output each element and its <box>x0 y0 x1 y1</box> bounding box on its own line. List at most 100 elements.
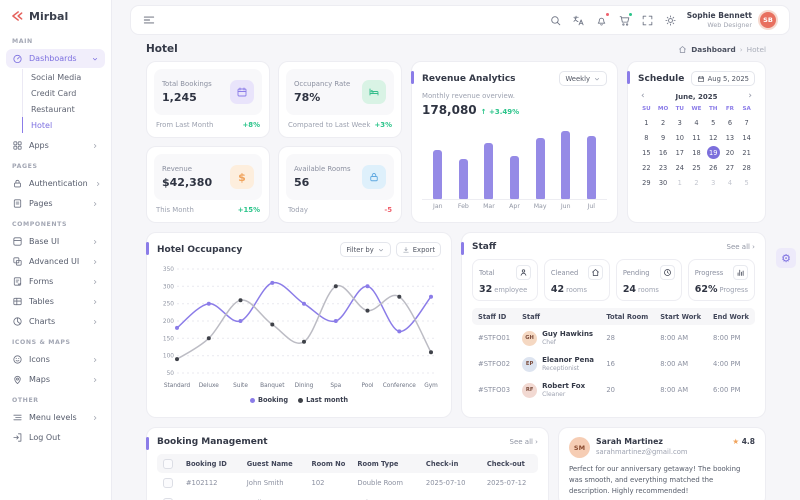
settings-gear-button[interactable]: ⚙ <box>776 248 796 268</box>
select-all-checkbox[interactable] <box>163 458 173 469</box>
export-icon <box>402 246 410 254</box>
calendar-day-25[interactable]: 25 <box>692 163 701 172</box>
calendar-day-11[interactable]: 11 <box>692 133 701 142</box>
sidebar-item-charts[interactable]: Charts <box>6 312 105 331</box>
sidebar-subitem-social-media[interactable]: Social Media <box>22 69 105 85</box>
notification-bell-icon[interactable] <box>595 11 610 27</box>
sidebar-item-forms[interactable]: Forms <box>6 272 105 291</box>
sidebar-item-menu-levels[interactable]: Menu levels <box>6 408 105 427</box>
brand-logo[interactable]: Mirbal <box>0 7 111 31</box>
sidebar-item-pages[interactable]: Pages <box>6 194 105 213</box>
calendar-day-10[interactable]: 10 <box>675 133 684 142</box>
legend-item-last-month[interactable]: Last month <box>298 396 348 404</box>
calendar-day-next-4[interactable]: 4 <box>727 178 733 187</box>
row-checkbox[interactable] <box>163 498 173 500</box>
calendar-day-12[interactable]: 12 <box>709 133 718 142</box>
calendar-day-24[interactable]: 24 <box>675 163 684 172</box>
calendar-day-26[interactable]: 26 <box>709 163 718 172</box>
sidebar-item-base-ui[interactable]: Base UI <box>6 232 105 251</box>
booking-table-row[interactable]: #102113Emily Carter205Suite2025-07-11202… <box>157 493 538 500</box>
booking-see-all-link[interactable]: See all › <box>509 438 539 446</box>
booking-id-cell: #102112 <box>185 479 218 487</box>
legend-item-booking[interactable]: Booking <box>249 396 288 404</box>
chevron-right-icon <box>91 278 99 286</box>
calendar-day-18[interactable]: 18 <box>692 148 701 157</box>
cart-icon[interactable] <box>618 11 633 27</box>
row-checkbox-cell <box>157 493 180 500</box>
stat-card-occupancy-rate[interactable]: Occupancy Rate 78% Compared to Last Week +3… <box>278 61 402 138</box>
calendar-day-28[interactable]: 28 <box>742 163 751 172</box>
calendar-day-3[interactable]: 3 <box>677 118 682 127</box>
filter-by-dropdown[interactable]: Filter by <box>340 242 391 257</box>
calendar-day-27[interactable]: 27 <box>725 163 735 172</box>
calendar-day-13[interactable]: 13 <box>725 133 735 142</box>
sidebar-item-apps[interactable]: Apps <box>6 136 105 155</box>
sidebar-subitem-hotel[interactable]: Hotel <box>22 117 105 133</box>
calendar-next-button[interactable]: › <box>748 91 752 101</box>
calendar-day-23[interactable]: 23 <box>658 163 668 172</box>
calendar-day-22[interactable]: 22 <box>642 163 651 172</box>
theme-sun-icon[interactable] <box>664 14 677 27</box>
calendar-day-7[interactable]: 7 <box>744 118 749 127</box>
svg-text:Standard: Standard <box>164 383 191 389</box>
calendar-prev-button[interactable]: ‹ <box>641 91 645 101</box>
sidebar-item-tables[interactable]: Tables <box>6 292 105 311</box>
period-select[interactable]: Weekly <box>559 71 607 86</box>
search-icon[interactable] <box>549 14 562 27</box>
calendar-day-4[interactable]: 4 <box>694 118 699 127</box>
user-avatar: SB <box>758 10 778 30</box>
bar-apr[interactable] <box>510 156 520 199</box>
calendar-day-15[interactable]: 15 <box>642 148 651 157</box>
sidebar-item-authentication[interactable]: Authentication <box>6 174 105 193</box>
staff-table-row[interactable]: #STFO03 RF Robert Fox Cleaner 20 8:00 AM 6:00 … <box>472 377 755 403</box>
calendar-day-16[interactable]: 16 <box>658 148 668 157</box>
breadcrumb-dashboard-link[interactable]: Dashboard <box>691 44 736 54</box>
sidebar-item-maps[interactable]: Maps <box>6 370 105 389</box>
calendar-day-5[interactable]: 5 <box>711 118 716 127</box>
row-checkbox[interactable] <box>163 478 173 488</box>
calendar-day-1[interactable]: 1 <box>644 118 649 127</box>
stat-card-available-rooms[interactable]: Available Rooms 56 Today -5 <box>278 146 402 223</box>
sidebar-item-log-out[interactable]: Log Out <box>6 428 105 447</box>
calendar-day-next-2[interactable]: 2 <box>694 178 699 187</box>
staff-see-all-link[interactable]: See all › <box>726 243 756 251</box>
translate-icon[interactable] <box>572 14 585 27</box>
calendar-day-30[interactable]: 30 <box>658 178 668 187</box>
calendar-day-8[interactable]: 8 <box>644 133 649 142</box>
calendar-day-next-1[interactable]: 1 <box>677 178 682 187</box>
bar-mar[interactable] <box>484 143 494 199</box>
staff-table-row[interactable]: #STFO01 GH Guy Hawkins Chef 28 8:00 AM 8:00 PM <box>472 325 755 351</box>
menu-toggle-hamburger-icon[interactable] <box>142 13 156 27</box>
calendar-day-9[interactable]: 9 <box>660 133 666 142</box>
star-icon: ★ <box>732 437 740 446</box>
calendar-day-6[interactable]: 6 <box>727 118 733 127</box>
bar-jun[interactable] <box>561 131 571 199</box>
sidebar-item-dashboards[interactable]: Dashboards <box>6 49 105 68</box>
booking-table-row[interactable]: #102112 John Smith 102 Double Room 2025-07-1… <box>157 473 538 493</box>
calendar-day-21[interactable]: 21 <box>742 148 751 157</box>
sidebar-subitem-restaurant[interactable]: Restaurant <box>22 101 105 117</box>
calendar-day-17[interactable]: 17 <box>675 148 684 157</box>
bar-may[interactable] <box>535 138 545 199</box>
fullscreen-icon[interactable] <box>641 14 654 27</box>
stat-card-revenue[interactable]: Revenue $42,380 $ This Month +15% <box>146 146 270 223</box>
bar-jul[interactable] <box>586 136 596 199</box>
stat-card-total-bookings[interactable]: Total Bookings 1,245 From Last Month +8% <box>146 61 270 138</box>
calendar-day-14[interactable]: 14 <box>742 133 751 142</box>
export-button[interactable]: Export <box>395 242 441 257</box>
user-profile[interactable]: Sophie Bennett Web Designer SB <box>687 10 778 30</box>
calendar-day-19[interactable]: 19 <box>705 145 722 160</box>
date-picker-button[interactable]: Aug 5, 2025 <box>690 71 755 86</box>
sidebar-subitem-credit-card[interactable]: Credit Card <box>22 85 105 101</box>
staff-avatar: GH <box>522 330 538 346</box>
bar-feb[interactable] <box>458 159 468 199</box>
calendar-day-next-5[interactable]: 5 <box>744 178 749 187</box>
sidebar-item-icons[interactable]: Icons <box>6 350 105 369</box>
sidebar-item-advanced-ui[interactable]: Advanced UI <box>6 252 105 271</box>
calendar-day-20[interactable]: 20 <box>725 148 735 157</box>
calendar-day-next-3[interactable]: 3 <box>711 178 716 187</box>
calendar-day-29[interactable]: 29 <box>642 178 651 187</box>
staff-table-row[interactable]: #STFO02 EP Eleanor Pena Receptionist 16 8:00 … <box>472 351 755 377</box>
calendar-day-2[interactable]: 2 <box>660 118 666 127</box>
bar-jan[interactable] <box>433 150 443 199</box>
